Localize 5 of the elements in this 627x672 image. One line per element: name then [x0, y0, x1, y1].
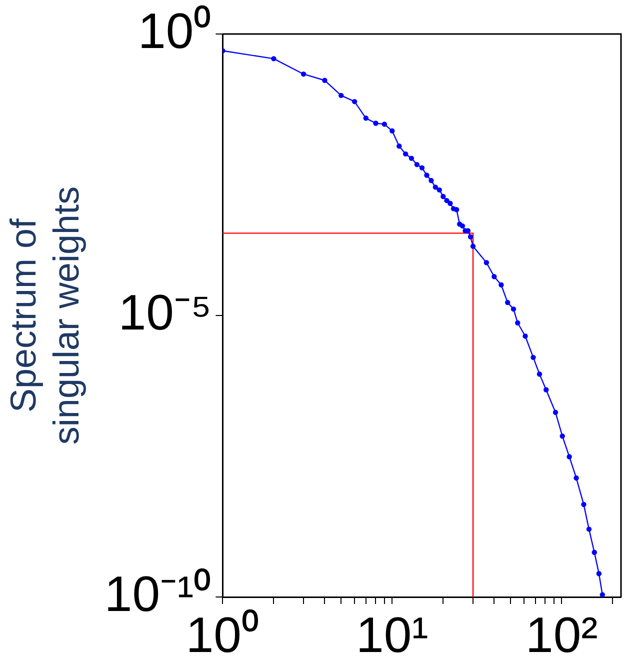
x-tick-label: 10²: [526, 606, 598, 663]
y-axis-title: Spectrum of singular weights: [2, 186, 87, 445]
x-tick-label: 10¹: [356, 606, 428, 663]
y-tick-label: 10⁰: [138, 2, 212, 59]
y-tick-label: 10⁻⁵: [118, 284, 212, 340]
